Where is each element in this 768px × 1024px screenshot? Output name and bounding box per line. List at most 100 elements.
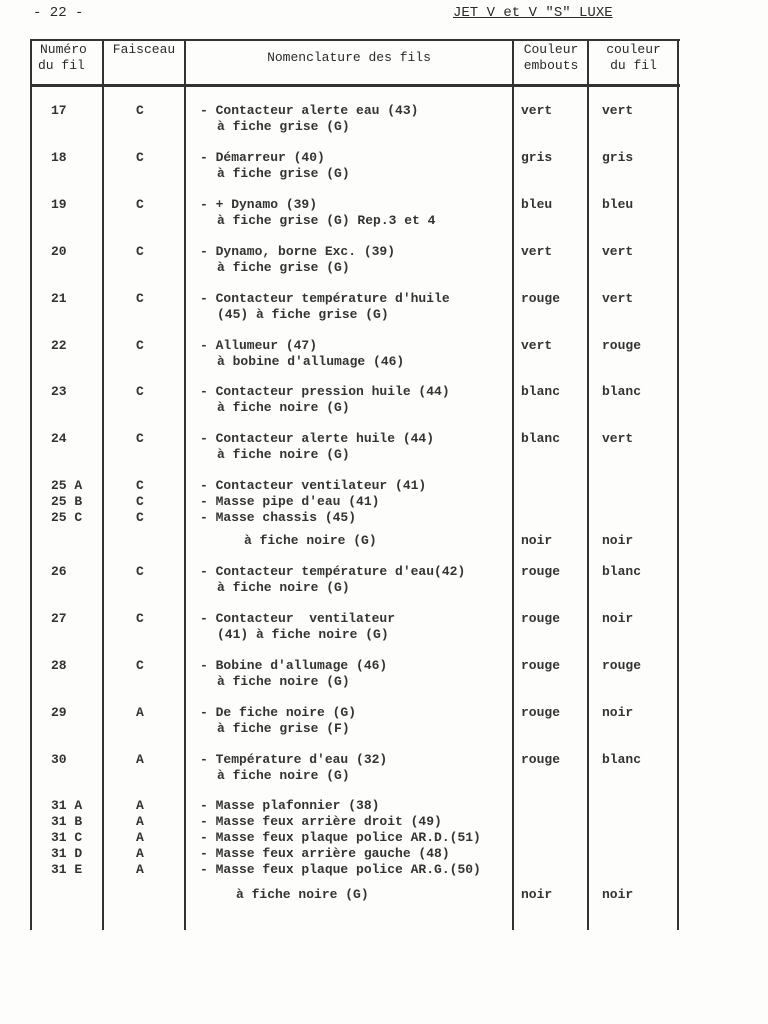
column-divider bbox=[184, 40, 186, 930]
column-divider bbox=[677, 40, 679, 930]
end-cap-color: vert bbox=[521, 244, 553, 259]
wire-description: à fiche noire (G) bbox=[217, 674, 350, 689]
harness-letter: A bbox=[136, 798, 144, 813]
wire-color: vert bbox=[602, 291, 634, 306]
column-divider bbox=[102, 40, 104, 930]
wire-description: - Contacteur pression huile (44) bbox=[200, 384, 450, 399]
wire-description: (41) à fiche noire (G) bbox=[217, 627, 389, 642]
wire-number: 31 B bbox=[51, 814, 83, 829]
wire-description: - Contacteur ventilateur (41) bbox=[200, 478, 427, 493]
wire-description-note: à fiche noire (G) bbox=[236, 887, 369, 902]
end-cap-color: rouge bbox=[521, 564, 561, 579]
harness-letter: C bbox=[136, 150, 144, 165]
wire-number: 28 bbox=[51, 658, 67, 673]
wire-color: rouge bbox=[602, 338, 642, 353]
wire-description: - + Dynamo (39) bbox=[200, 197, 318, 212]
harness-letter: C bbox=[136, 103, 144, 118]
header-fil: couleur du fil bbox=[589, 42, 678, 74]
wire-description: à fiche noire (G) bbox=[217, 768, 350, 783]
header-embouts-line1: Couleur bbox=[523, 42, 579, 57]
column-divider bbox=[587, 40, 589, 930]
column-divider bbox=[512, 40, 514, 930]
table-top-border bbox=[30, 39, 680, 41]
end-cap-color: blanc bbox=[521, 431, 561, 446]
wire-number: 31 E bbox=[51, 862, 83, 877]
wire-color: blanc bbox=[602, 564, 642, 579]
wire-number: 31 C bbox=[51, 830, 83, 845]
wire-number: 27 bbox=[51, 611, 67, 626]
harness-letter: C bbox=[136, 197, 144, 212]
wire-number: 31 D bbox=[51, 846, 83, 861]
wire-description: à fiche grise (F) bbox=[217, 721, 350, 736]
wire-description: à bobine d'allumage (46) bbox=[217, 354, 405, 369]
wire-color: noir bbox=[602, 611, 634, 626]
wire-number: 18 bbox=[51, 150, 67, 165]
wire-number: 25 B bbox=[51, 494, 83, 509]
harness-letter: C bbox=[136, 338, 144, 353]
wire-description: - De fiche noire (G) bbox=[200, 705, 357, 720]
wire-description: - Contacteur température d'huile bbox=[200, 291, 450, 306]
harness-letter: A bbox=[136, 862, 144, 877]
wire-description: - Masse plafonnier (38) bbox=[200, 798, 380, 813]
wire-color: rouge bbox=[602, 658, 642, 673]
wire-description: - Masse chassis (45) bbox=[200, 510, 357, 525]
wire-color: blanc bbox=[602, 752, 642, 767]
wire-number: 19 bbox=[51, 197, 67, 212]
harness-letter: A bbox=[136, 705, 144, 720]
harness-letter: C bbox=[136, 510, 144, 525]
end-cap-color: blanc bbox=[521, 384, 561, 399]
wire-color: vert bbox=[602, 431, 634, 446]
wire-color: vert bbox=[602, 103, 634, 118]
end-cap-color: rouge bbox=[521, 752, 561, 767]
wire-color: blanc bbox=[602, 384, 642, 399]
wire-description: à fiche grise (G) bbox=[217, 119, 350, 134]
wire-color: vert bbox=[602, 244, 634, 259]
wire-description: - Masse pipe d'eau (41) bbox=[200, 494, 380, 509]
wire-description: - Contacteur alerte huile (44) bbox=[200, 431, 435, 446]
wire-description: - Allumeur (47) bbox=[200, 338, 318, 353]
end-cap-color: gris bbox=[521, 150, 553, 165]
wire-description: à fiche grise (G) Rep.3 et 4 bbox=[217, 213, 436, 228]
wire-number: 22 bbox=[51, 338, 67, 353]
wire-description: - Dynamo, borne Exc. (39) bbox=[200, 244, 396, 259]
wire-description: - Masse feux plaque police AR.D.(51) bbox=[200, 830, 481, 845]
wire-number: 23 bbox=[51, 384, 67, 399]
harness-letter: C bbox=[136, 564, 144, 579]
wire-number: 29 bbox=[51, 705, 67, 720]
wire-number: 21 bbox=[51, 291, 67, 306]
wire-number: 30 bbox=[51, 752, 67, 767]
header-fil-line2: du fil bbox=[610, 58, 657, 73]
wire-description: à fiche grise (G) bbox=[217, 166, 350, 181]
wire-number: 31 A bbox=[51, 798, 83, 813]
header-nomenclature: Nomenclature des fils bbox=[267, 50, 431, 65]
column-divider bbox=[30, 40, 32, 930]
header-embouts: Couleur embouts bbox=[514, 42, 588, 74]
end-cap-color: rouge bbox=[521, 611, 561, 626]
wire-color: noir bbox=[602, 533, 634, 548]
wire-description: - Température d'eau (32) bbox=[200, 752, 388, 767]
end-cap-color: bleu bbox=[521, 197, 553, 212]
wire-description: - Masse feux arrière droit (49) bbox=[200, 814, 442, 829]
wire-number: 25 A bbox=[51, 478, 83, 493]
header-numero-line1: Numéro bbox=[40, 42, 87, 57]
wire-color: bleu bbox=[602, 197, 634, 212]
wire-color: noir bbox=[602, 705, 634, 720]
wire-description: à fiche grise (G) bbox=[217, 260, 350, 275]
header-embouts-line2: embouts bbox=[523, 58, 579, 73]
end-cap-color: rouge bbox=[521, 705, 561, 720]
wire-description: - Bobine d'allumage (46) bbox=[200, 658, 388, 673]
harness-letter: C bbox=[136, 658, 144, 673]
header-faisceau: Faisceau bbox=[112, 42, 176, 57]
wire-description: à fiche noire (G) bbox=[217, 447, 350, 462]
wire-description: - Contacteur température d'eau(42) bbox=[200, 564, 466, 579]
wire-description: (45) à fiche grise (G) bbox=[217, 307, 389, 322]
end-cap-color: rouge bbox=[521, 658, 561, 673]
harness-letter: C bbox=[136, 384, 144, 399]
wire-description: - Masse feux arrière gauche (48) bbox=[200, 846, 450, 861]
harness-letter: A bbox=[136, 752, 144, 767]
wire-description: à fiche noire (G) bbox=[217, 580, 350, 595]
harness-letter: A bbox=[136, 814, 144, 829]
document-title: JET V et V "S" LUXE bbox=[453, 5, 613, 21]
end-cap-color: vert bbox=[521, 338, 553, 353]
header-fil-line1: couleur bbox=[606, 42, 661, 57]
